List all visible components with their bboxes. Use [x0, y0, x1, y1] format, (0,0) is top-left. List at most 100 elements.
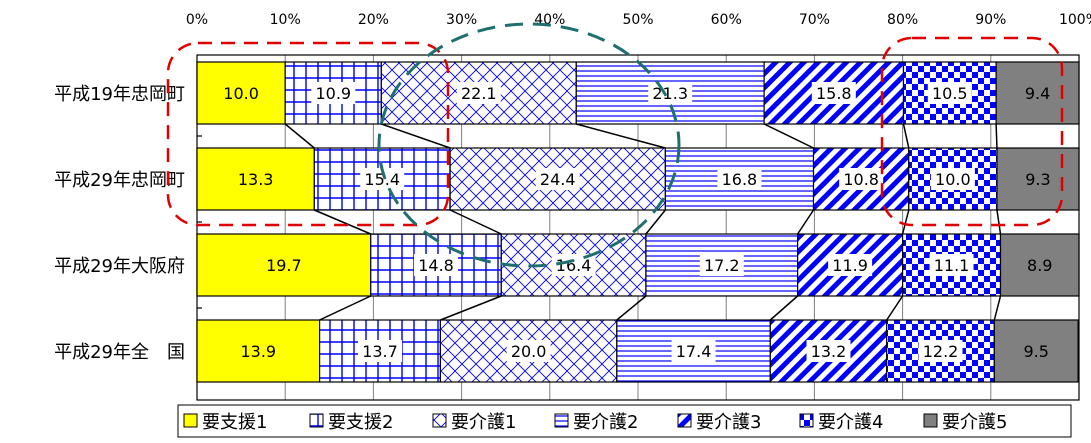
value-label: 24.4: [540, 170, 576, 189]
legend-box: [177, 404, 1072, 438]
value-label-bg: [806, 340, 851, 362]
value-label: 9.3: [1025, 170, 1050, 189]
legend-label: 要支援1: [202, 412, 267, 433]
bar-segment: [993, 319, 1079, 383]
annotation-teal-dashed-ellipse: [377, 22, 681, 268]
annotation-red-dashed-box: [166, 41, 450, 227]
value-label: 10.8: [843, 170, 879, 189]
value-label-bg: [839, 168, 884, 190]
bar-segment: [196, 147, 315, 211]
value-label-bg: [828, 254, 873, 276]
value-label: 13.9: [240, 342, 276, 361]
value-label: 10.0: [935, 170, 971, 189]
plot-frame: [196, 54, 1080, 401]
bar-segment: [995, 61, 1080, 125]
value-label-bg: [414, 254, 459, 276]
x-tick-label: 70%: [799, 12, 830, 28]
category-label: 平成29年全 国: [54, 342, 185, 363]
value-label: 19.7: [266, 256, 302, 275]
x-tick-label: 90%: [975, 12, 1006, 28]
legend-swatch: [432, 413, 447, 428]
legend-swatch: [799, 413, 814, 428]
value-label-bg: [551, 254, 596, 276]
x-tick-label: 0%: [186, 12, 208, 28]
value-label-bg: [811, 82, 856, 104]
value-label: 21.3: [652, 84, 688, 103]
x-tick-label: 80%: [887, 12, 918, 28]
x-tick-label: 60%: [711, 12, 742, 28]
value-label: 11.9: [832, 256, 868, 275]
value-label: 12.2: [923, 342, 959, 361]
value-label: 15.4: [364, 170, 400, 189]
series-line: [995, 123, 998, 149]
legend-swatch: [677, 413, 692, 428]
series-line: [616, 295, 647, 321]
series-line: [886, 295, 904, 321]
series-line: [314, 209, 372, 235]
x-axis-ticks: 0%10%20%30%40%50%60%70%80%90%100%: [186, 12, 1091, 28]
value-label-bg: [311, 82, 356, 104]
series-line: [996, 209, 1002, 235]
value-label: 10.9: [315, 84, 351, 103]
series-line: [284, 123, 315, 149]
series-line: [319, 295, 372, 321]
value-label-bg: [927, 82, 972, 104]
value-label: 17.4: [676, 342, 712, 361]
value-label: 11.1: [934, 256, 970, 275]
legend-label: 要介護3: [696, 412, 761, 433]
bar-segment: [196, 61, 286, 125]
value-label: 14.8: [418, 256, 454, 275]
bar-segment: [999, 233, 1080, 297]
legend: 要支援1 要支援2 要介護1 要介護2 要介護3 要介護4 要介護5: [177, 404, 1072, 438]
legend-swatch: [923, 413, 938, 428]
value-label: 8.9: [1027, 256, 1052, 275]
category-label: 平成19年忠岡町: [54, 84, 185, 105]
value-label: 17.2: [704, 256, 740, 275]
value-label-bg: [717, 168, 762, 190]
value-label: 16.8: [722, 170, 758, 189]
bar-segment: [196, 319, 321, 383]
legend-label: 要支援2: [328, 412, 393, 433]
series-line: [901, 209, 910, 235]
legend-swatch: [183, 413, 198, 428]
value-label: 13.7: [362, 342, 398, 361]
value-label: 15.8: [816, 84, 852, 103]
series-line: [645, 209, 666, 235]
legend-swatch: [554, 413, 569, 428]
value-label-bg: [930, 168, 975, 190]
series-line: [797, 209, 815, 235]
series-line: [763, 123, 814, 149]
value-label: 9.5: [1023, 342, 1048, 361]
x-tick-label: 30%: [446, 12, 477, 28]
legend-label: 要介護5: [942, 412, 1007, 433]
series-line: [381, 123, 451, 149]
value-label-bg: [918, 340, 963, 362]
value-label: 22.1: [461, 84, 497, 103]
value-label: 13.3: [238, 170, 274, 189]
value-label: 16.4: [556, 256, 592, 275]
series-line: [902, 123, 910, 149]
legend-label: 要介護1: [451, 412, 516, 433]
series-line: [769, 295, 799, 321]
annotation-red-dashed-box: [880, 36, 1064, 227]
x-tick-label: 10%: [270, 12, 301, 28]
value-labels: 10.0 10.9 22.1 21.3 15.8 10.5 9.4 13.3 15.4 24.4 1…: [223, 82, 1052, 362]
x-tick-label: 50%: [622, 12, 653, 28]
series-line: [993, 295, 1002, 321]
value-label: 10.0: [223, 84, 259, 103]
legend-label: 要介護2: [573, 412, 638, 433]
annotations: [166, 22, 1064, 268]
value-label: 20.0: [511, 342, 547, 361]
value-label-bg: [456, 82, 501, 104]
legend-swatch: [309, 413, 324, 428]
value-label-bg: [671, 340, 716, 362]
category-label: 平成29年大阪府: [54, 256, 185, 277]
series-line: [449, 209, 502, 235]
x-tick-label: 20%: [358, 12, 389, 28]
value-label-bg: [535, 168, 580, 190]
value-label-bg: [506, 340, 551, 362]
bars: [196, 61, 1080, 383]
value-label-bg: [358, 340, 403, 362]
